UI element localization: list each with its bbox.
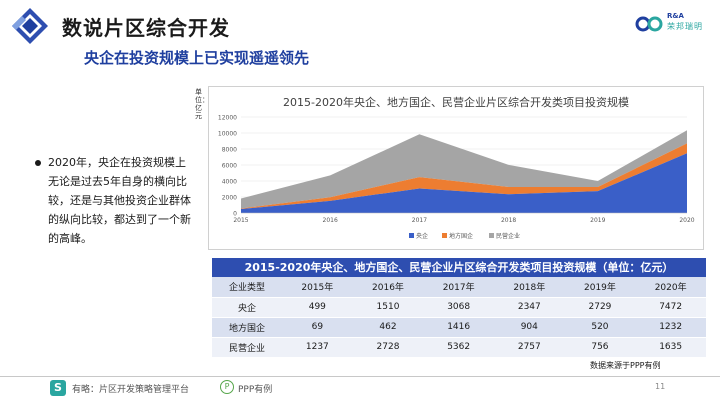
table-cell: 1237 [282, 337, 353, 358]
y-tick-label: 2000 [222, 195, 237, 202]
table-cell: 520 [564, 317, 636, 338]
footer-platform-text: 有略：片区开发策略管理平台 [72, 385, 190, 395]
y-tick-label: 8000 [222, 147, 237, 154]
infinity-logo-icon [635, 16, 663, 32]
x-tick-label: 2018 [501, 217, 516, 224]
footer-ppp-text: PPP有例 [238, 385, 273, 395]
table-header-row: 企业类型 2015年 2016年 2017年 2018年 2019年 2020年 [212, 277, 706, 298]
legend-swatch [489, 233, 494, 238]
table-cell: 2347 [493, 297, 565, 318]
table-header-cell: 2017年 [423, 277, 494, 298]
table-header-cell: 2016年 [352, 277, 424, 298]
table-row: 民营企业 1237 2728 5362 2757 756 1635 [212, 337, 706, 358]
table-cell: 499 [282, 297, 353, 318]
table-title: 2015-2020年央企、地方国企、民营企业片区综合开发类项目投资规模（单位：亿… [212, 258, 706, 277]
table-cell: 2757 [493, 337, 565, 358]
area-chart: 2015-2020年央企、地方国企、民营企业片区综合开发类项目投资规模 0 200… [218, 95, 695, 240]
x-tick-label: 2016 [323, 217, 338, 224]
table-cell: 地方国企 [212, 317, 282, 338]
table-header-cell: 2018年 [493, 277, 565, 298]
header-diamond-logo-icon [12, 8, 48, 44]
table-cell: 1232 [635, 317, 706, 338]
table-cell: 2729 [564, 297, 636, 318]
legend-swatch [409, 233, 414, 238]
x-tick-label: 2017 [412, 217, 427, 224]
data-table: 企业类型 2015年 2016年 2017年 2018年 2019年 2020年… [212, 277, 706, 358]
area-series-2 [241, 143, 687, 210]
brand-name-bottom: 荣邦瑞明 [667, 22, 703, 31]
page-number: 11 [655, 382, 666, 391]
brand-logo: R&A 荣邦瑞明 [634, 12, 708, 38]
legend-label: 央企 [416, 232, 428, 240]
table-cell: 央企 [212, 297, 282, 318]
table-cell: 民营企业 [212, 337, 282, 358]
table-header-cell: 2015年 [282, 277, 353, 298]
chart-container: 2015-2020年央企、地方国企、民营企业片区综合开发类项目投资规模 0 200… [208, 86, 704, 250]
table-cell: 1510 [352, 297, 424, 318]
chart-title: 2015-2020年央企、地方国企、民营企业片区综合开发类项目投资规模 [283, 95, 629, 109]
table-header-cell: 企业类型 [212, 277, 282, 298]
page-title: 数说片区综合开发 [62, 16, 230, 40]
data-source-note: 数据来源于PPP有例 [590, 361, 661, 370]
ppp-logo-icon: P [220, 380, 234, 394]
area-series-1 [241, 153, 687, 213]
table-cell: 2728 [352, 337, 424, 358]
table-cell: 756 [564, 337, 636, 358]
table-cell: 1416 [423, 317, 494, 338]
x-tick-label: 2019 [590, 217, 605, 224]
bullet-text: 2020年，央企在投资规模上无论是过去5年自身的横向比较，还是与其他投资企业群体… [48, 156, 191, 245]
area-series-3 [241, 130, 687, 209]
platform-logo-icon: S [50, 380, 66, 396]
y-tick-label: 4000 [222, 179, 237, 186]
legend-label: 地方国企 [449, 232, 473, 240]
legend-swatch [442, 233, 447, 238]
table-cell: 1635 [635, 337, 706, 358]
table-cell: 3068 [423, 297, 494, 318]
y-tick-label: 6000 [222, 163, 237, 170]
table-cell: 5362 [423, 337, 494, 358]
bullet-dot-icon [35, 160, 41, 166]
chart-y-axis-unit: 单位：亿元 [195, 88, 209, 120]
y-tick-label: 10000 [218, 131, 237, 138]
table-cell: 904 [493, 317, 565, 338]
table-header-cell: 2019年 [564, 277, 636, 298]
table-cell: 462 [352, 317, 424, 338]
table-header-cell: 2020年 [635, 277, 706, 298]
table-row: 地方国企 69 462 1416 904 520 1232 [212, 317, 706, 338]
x-tick-label: 2020 [679, 217, 694, 224]
table-row: 央企 499 1510 3068 2347 2729 7472 [212, 297, 706, 318]
legend-label: 民营企业 [496, 232, 520, 240]
x-tick-label: 2015 [233, 217, 248, 224]
investment-table: 2015-2020年央企、地方国企、民营企业片区综合开发类项目投资规模（单位：亿… [212, 258, 706, 358]
brand-name-top: R&A [667, 12, 684, 20]
page-subtitle: 央企在投资规模上已实现遥遥领先 [84, 49, 310, 67]
y-tick-label: 12000 [218, 115, 237, 122]
table-cell: 69 [282, 317, 353, 338]
y-tick-label: 0 [233, 211, 237, 218]
footer-divider [0, 376, 720, 377]
table-cell: 7472 [635, 297, 706, 318]
